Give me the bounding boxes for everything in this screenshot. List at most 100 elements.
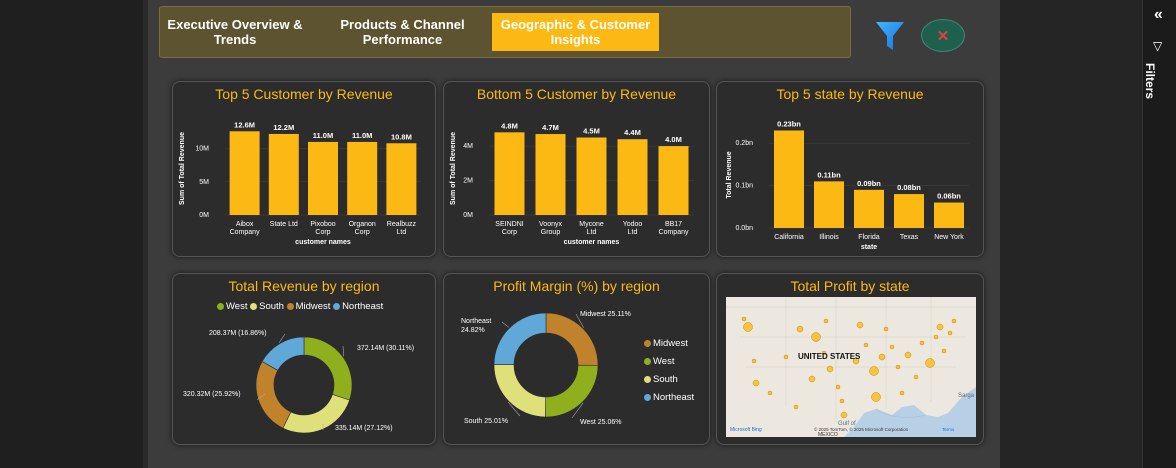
revenue-region-legend: West South Midwest Northeast — [217, 301, 383, 312]
map-bubble — [793, 404, 799, 410]
clear-filters-button[interactable]: ✕ — [921, 19, 965, 52]
bottom5-customer-chart: 0M 2M 4M Sum of Total Revenue 4.8M SEINDNICor… — [450, 121, 694, 246]
map-brand: Microsoft Bing — [730, 427, 762, 433]
chart-title: Profit Margin (%) by region — [493, 278, 660, 294]
bar — [658, 146, 689, 215]
bar — [854, 189, 884, 228]
filter-funnel-icon[interactable] — [874, 19, 906, 53]
tab-geographic-customer[interactable]: Geographic & Customer Insights — [492, 13, 659, 51]
x-tick-label: Ltd — [397, 229, 407, 236]
y-tick-label: 0M — [199, 212, 209, 219]
bar — [774, 130, 804, 228]
map-bubble — [936, 323, 944, 331]
data-label: 4.8M — [501, 121, 518, 130]
bar — [535, 134, 566, 215]
revenue-region-donut: 372.14M (30.11%) 335.14M (27.12%) 320.32M … — [183, 330, 414, 434]
map-bubble — [889, 344, 895, 350]
x-tick-label: New York — [934, 234, 964, 241]
map-bubble — [856, 321, 864, 329]
x-tick-label: SEINDNI — [495, 221, 523, 228]
map-country-label: UNITED STATES — [798, 352, 861, 361]
bar — [934, 202, 964, 228]
map-bubble — [743, 322, 753, 332]
map-bubble — [808, 375, 816, 383]
canvas-edge — [143, 0, 148, 468]
map-bubble — [878, 353, 886, 361]
tab-products-channel[interactable]: Products & Channel Performance — [340, 17, 465, 47]
filters-label: Filters — [1143, 62, 1158, 100]
x-tick-label: Group — [541, 229, 561, 236]
tab-executive-overview[interactable]: Executive Overview & Trends — [167, 17, 303, 47]
donut-slice — [493, 364, 546, 418]
y-tick-label: 2M — [463, 178, 473, 185]
x-tick-label: Ltd — [587, 229, 597, 236]
donut-slice — [255, 361, 292, 429]
chart-title: Bottom 5 Customer by Revenue — [476, 86, 677, 102]
map-bubble — [913, 374, 919, 380]
donut-slice — [545, 312, 599, 366]
data-label: 4.0M — [665, 135, 682, 144]
legend-item[interactable]: West — [217, 301, 247, 312]
legend-item[interactable]: Midwest — [644, 335, 694, 353]
double-chevron-left-icon[interactable]: « — [1154, 6, 1163, 23]
revenue-by-region-card: Total Revenue by region West South Midwe… — [172, 273, 436, 445]
map-bubble — [811, 332, 821, 342]
close-icon: ✕ — [936, 27, 950, 45]
map-bubble — [947, 330, 953, 336]
x-tick-label: Corp — [315, 229, 330, 236]
legend-item[interactable]: South — [644, 371, 694, 389]
x-tick-label: State Ltd — [270, 221, 298, 228]
slice-label: 335.14M (27.12%) — [335, 425, 393, 432]
legend-item[interactable]: Northeast — [644, 389, 694, 407]
legend-item[interactable]: Midwest — [286, 301, 330, 312]
bar — [494, 132, 525, 215]
chart-title: Top 5 Customer by Revenue — [215, 86, 393, 102]
map-bubble — [839, 398, 845, 404]
x-tick-label: Ltd — [628, 229, 638, 236]
map-sargasso-label: Sarga — [958, 393, 975, 399]
map-bubble — [869, 366, 879, 376]
donut-slice — [261, 336, 305, 371]
x-tick-label: Organon — [349, 221, 376, 228]
profit-margin-legend: Midwest West South Northeast — [644, 335, 694, 407]
data-label: 12.2M — [273, 123, 294, 132]
legend-item[interactable]: South — [250, 301, 284, 312]
legend-item[interactable]: West — [644, 353, 694, 371]
chart-title: Total Profit by state — [790, 278, 910, 294]
leader-line — [257, 393, 266, 400]
total-profit-map-card: Total Profit by state UNITED STATES Gulf… — [716, 273, 984, 445]
slice-label: 208.37M (16.86%) — [209, 330, 267, 337]
y-tick-label: 0M — [463, 212, 473, 219]
x-tick-label: Company — [230, 229, 260, 236]
chart-title: Total Revenue by region — [228, 278, 380, 294]
bar — [814, 181, 844, 228]
data-label: 0.06bn — [937, 192, 961, 201]
map-bubble — [933, 334, 939, 340]
leader-line — [501, 321, 509, 328]
map-gulf-label: Gulf of — [838, 421, 856, 427]
x-tick-label: Pixoboo — [310, 221, 335, 228]
donut-slice — [303, 336, 353, 401]
map-bubble — [883, 326, 889, 332]
data-label: 0.11bn — [817, 170, 841, 179]
x-tick-label: Mycone — [579, 221, 604, 228]
filter-icon: ▽ — [1153, 39, 1163, 53]
map-bubble — [821, 350, 827, 356]
donut-slice — [545, 364, 599, 418]
filters-pane-toggle[interactable]: ▽ Filters — [1143, 39, 1170, 116]
y-tick-label: 4M — [463, 143, 473, 150]
slice-label: Midwest 25.11% — [580, 311, 631, 318]
map-terms-link[interactable]: Terms — [942, 427, 955, 432]
y-axis-title: Total Revenue — [726, 151, 733, 198]
x-tick-label: Aibox — [236, 221, 254, 228]
map-bubble — [904, 351, 912, 359]
data-label: 0.08bn — [897, 183, 921, 192]
profit-by-state-map[interactable]: UNITED STATES Gulf of MEXICO Sarga Micro… — [726, 297, 976, 437]
x-tick-label: Voonyx — [539, 221, 562, 228]
legend-item[interactable]: Northeast — [333, 301, 383, 312]
page-navigation: Executive Overview & Trends Products & C… — [159, 6, 851, 58]
bar — [617, 139, 648, 215]
x-axis-title: state — [861, 244, 877, 251]
bar — [347, 141, 378, 215]
